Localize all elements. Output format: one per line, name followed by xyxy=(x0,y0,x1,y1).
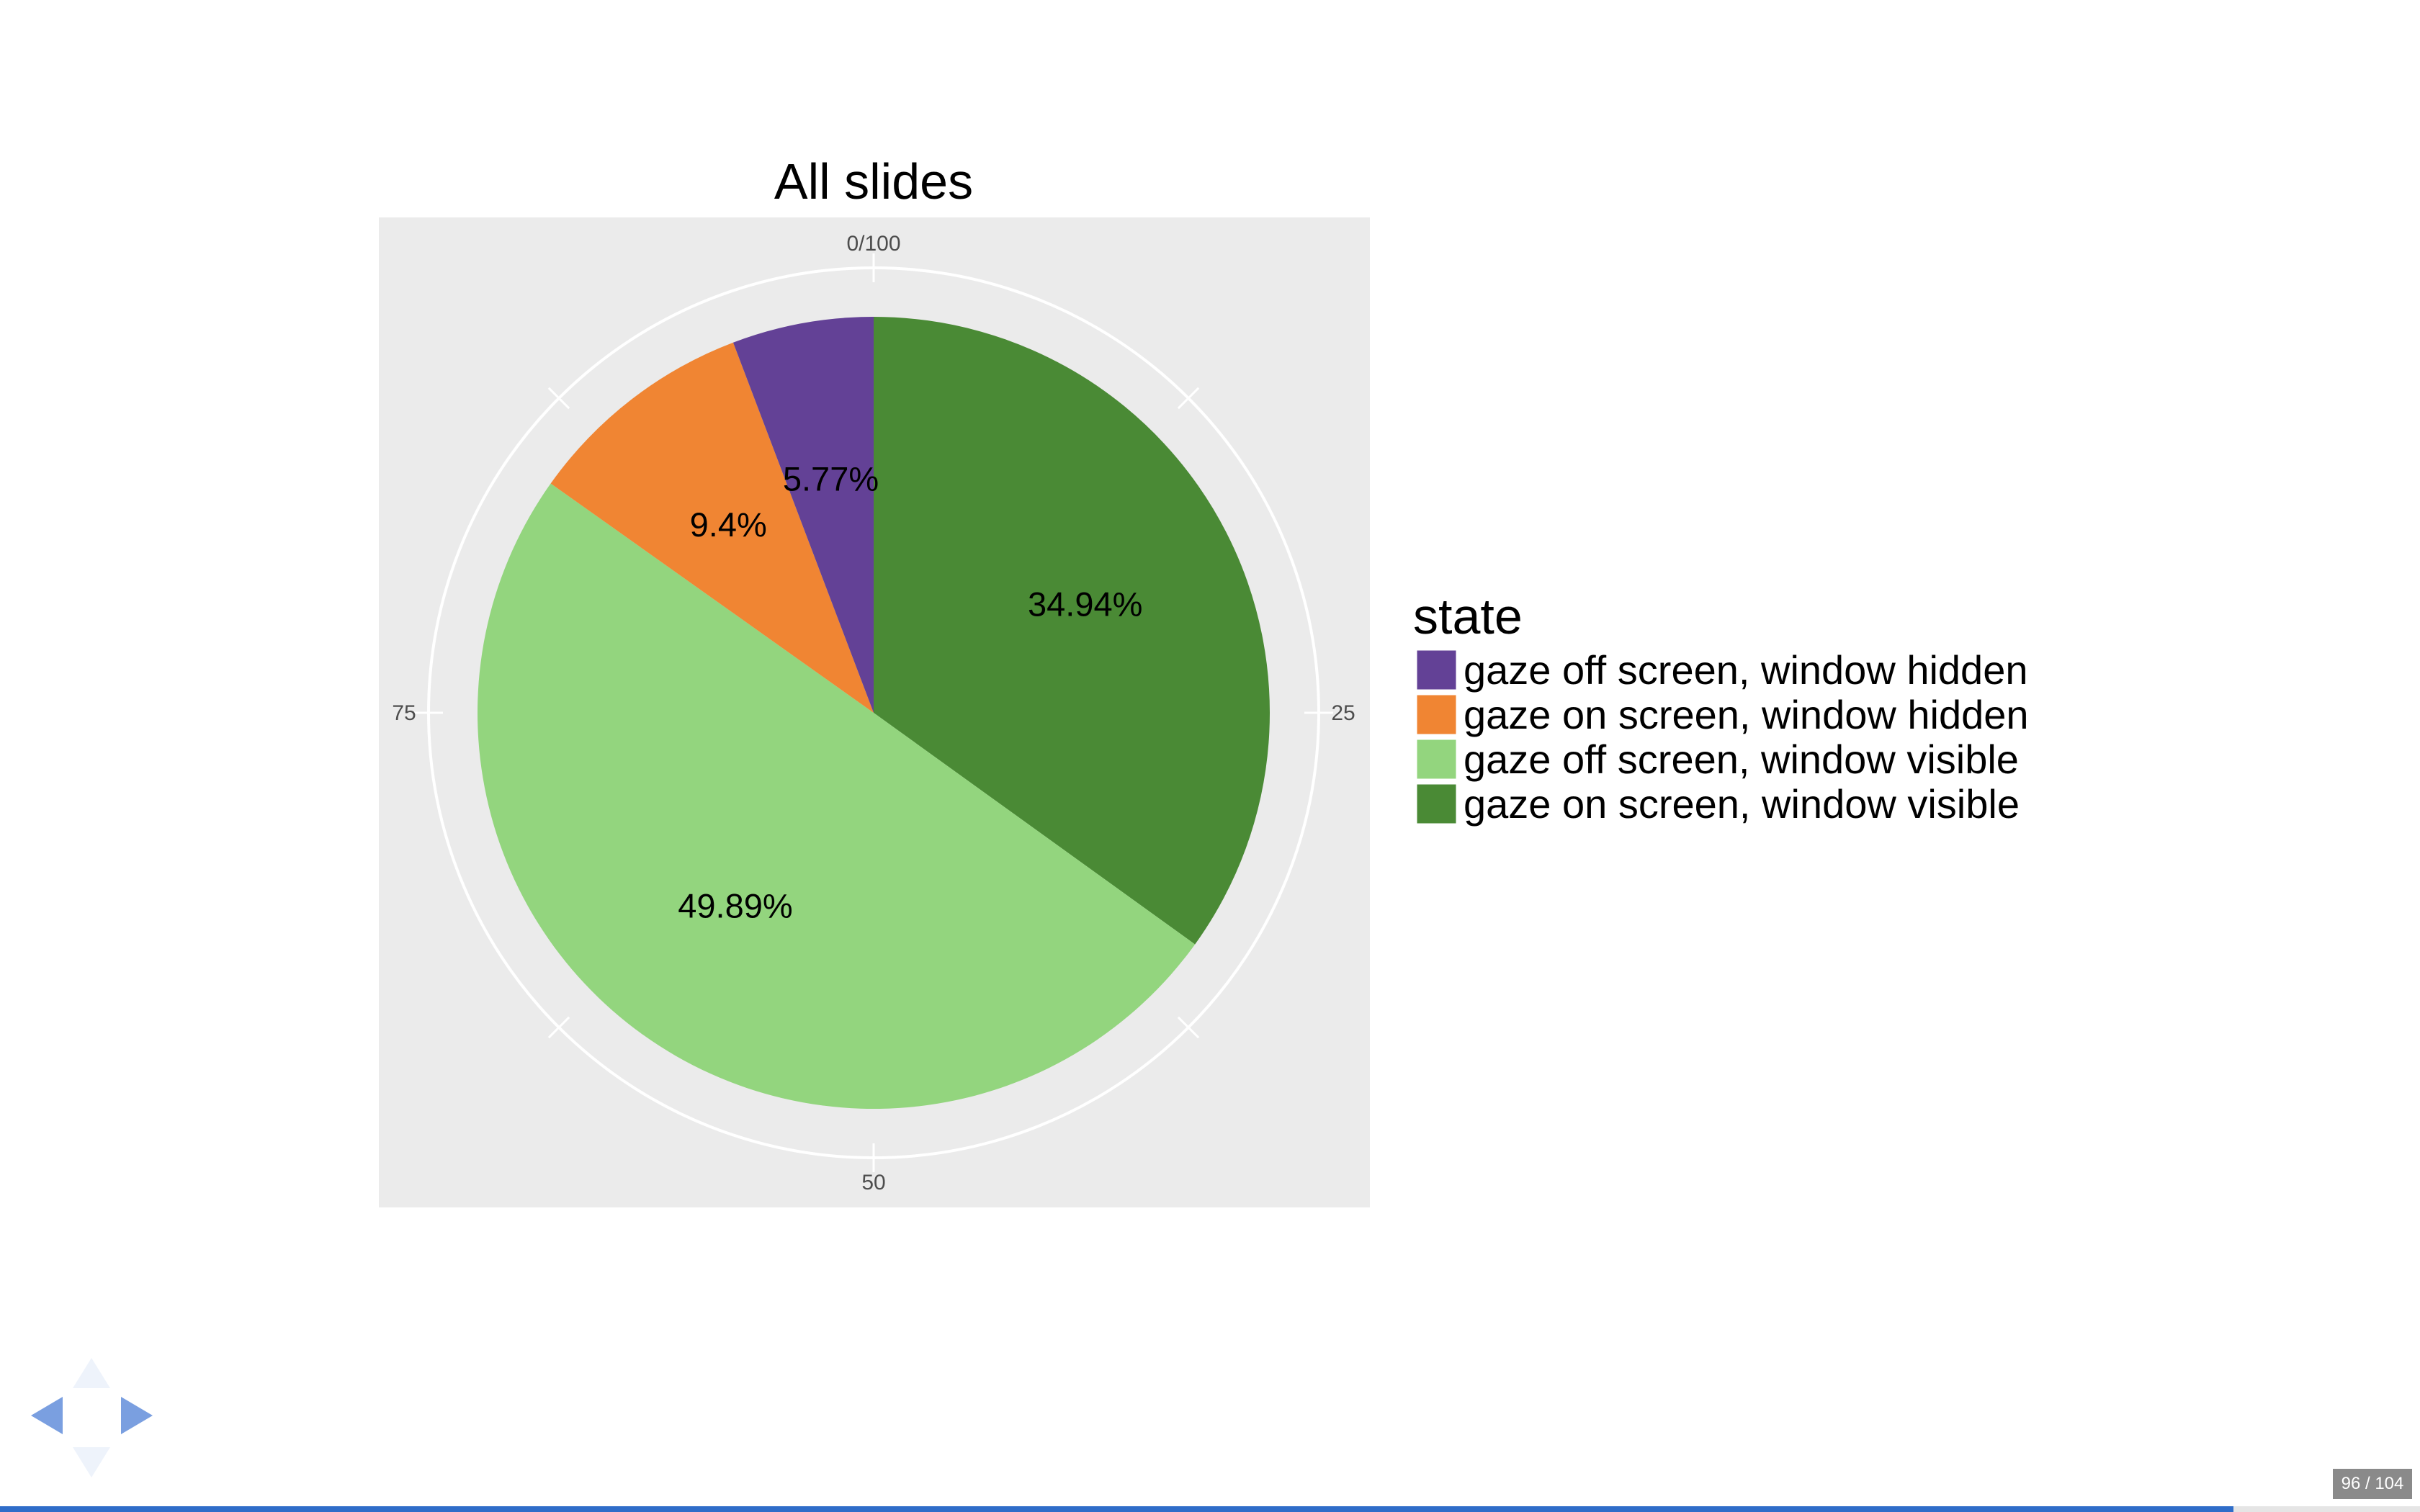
slice-label: 5.77% xyxy=(783,459,879,498)
polar-grid xyxy=(414,253,1333,1172)
pie-slice xyxy=(874,317,1270,945)
progress-fill xyxy=(0,1506,2234,1512)
pie-slice xyxy=(550,342,874,713)
legend-swatch xyxy=(1415,782,1458,826)
legend-title: state xyxy=(1413,588,1523,644)
legend-label: gaze on screen, window hidden xyxy=(1464,692,2029,737)
legend-label: gaze on screen, window visible xyxy=(1464,781,2020,827)
legend-label: gaze off screen, window visible xyxy=(1464,737,2019,782)
axis-tick-label: 0/100 xyxy=(846,232,900,256)
progress-bar xyxy=(0,1506,2420,1512)
slice-label: 34.94% xyxy=(1028,585,1142,624)
pie-slice xyxy=(732,317,874,713)
arrow-up-icon[interactable] xyxy=(73,1358,110,1388)
legend-swatch xyxy=(1415,648,1458,692)
legend: state gaze off screen, window hiddengaze… xyxy=(1413,588,2029,827)
slice-label: 49.89% xyxy=(678,886,792,924)
legend-swatch xyxy=(1415,693,1458,737)
arrow-right-icon[interactable] xyxy=(121,1397,153,1434)
slice-labels: 34.94% 49.89% 9.4% 5.77% xyxy=(678,459,1142,924)
legend-swatch xyxy=(1415,737,1458,781)
axis-tick-label: 25 xyxy=(1331,701,1355,725)
pie-slices xyxy=(477,317,1270,1110)
axis-tick-label: 75 xyxy=(392,701,416,725)
arrow-down-icon[interactable] xyxy=(73,1447,110,1477)
slide-counter: 96 / 104 xyxy=(2333,1469,2412,1499)
pie-slice xyxy=(477,483,1196,1110)
axis-ticks: 0/100 25 50 75 xyxy=(392,232,1355,1194)
legend-label: gaze off screen, window hidden xyxy=(1464,647,2027,693)
axis-tick-label: 50 xyxy=(861,1171,885,1194)
chart-title: All slides xyxy=(774,153,973,210)
slice-label: 9.4% xyxy=(690,505,767,544)
arrow-left-icon[interactable] xyxy=(31,1397,63,1434)
